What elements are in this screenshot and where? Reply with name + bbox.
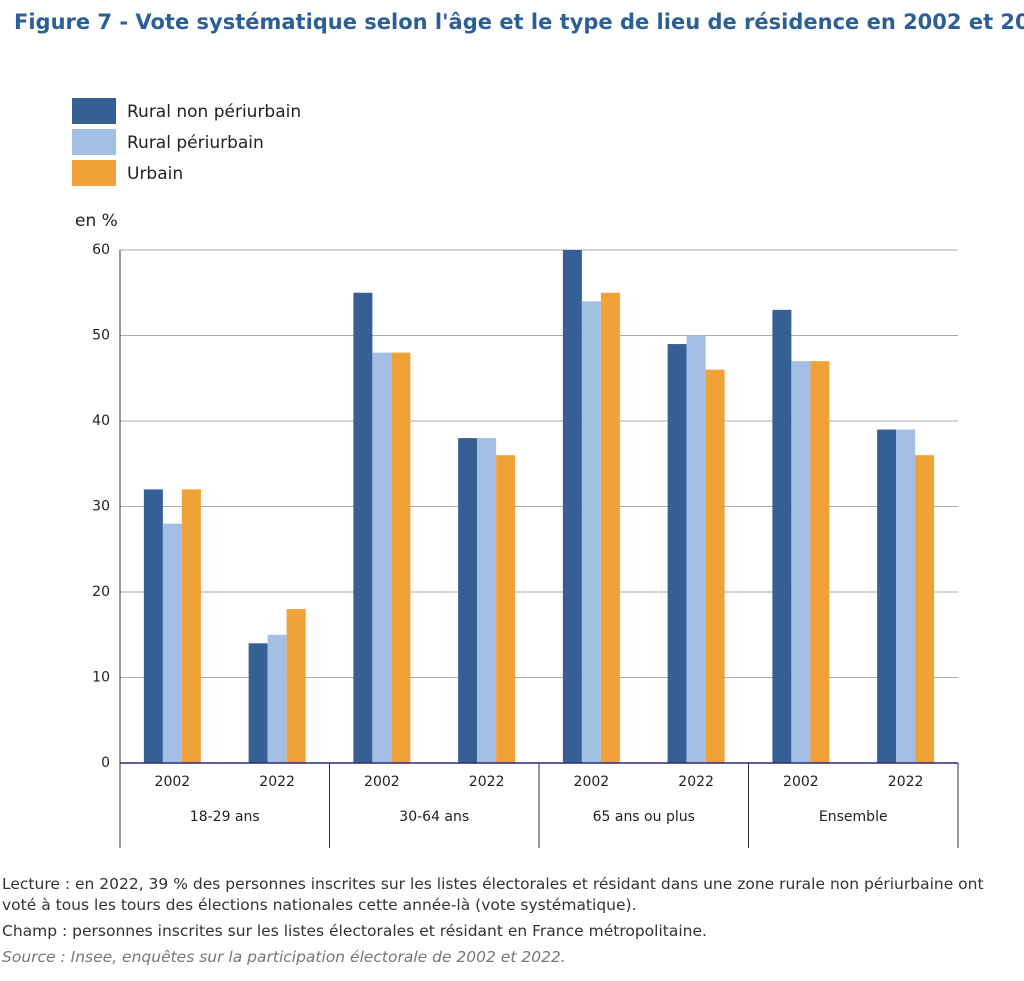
bar (791, 361, 811, 763)
legend-label: Rural non périurbain (127, 102, 301, 122)
x-tick-label: 2002 (574, 774, 610, 790)
source: Source : Insee, enquêtes sur la particip… (2, 948, 566, 966)
y-tick-label: 40 (92, 413, 110, 429)
bar (581, 301, 601, 763)
bar (496, 455, 516, 763)
notes: Lecture : en 2022, 39 % des personnes in… (2, 874, 1002, 973)
chart-title: Figure 7 - Vote systématique selon l'âge… (14, 10, 1024, 34)
bar (162, 523, 182, 763)
x-tick-label: 2022 (678, 774, 714, 790)
bar (181, 489, 201, 763)
legend-label: Urbain (127, 164, 183, 184)
bar (600, 292, 620, 763)
x-tick-label: 2022 (259, 774, 295, 790)
y-tick-label: 50 (92, 328, 110, 344)
bar (705, 369, 725, 763)
group-label: 30-64 ans (399, 809, 469, 825)
bar (353, 292, 373, 763)
group-label: 18-29 ans (190, 809, 260, 825)
group-label: Ensemble (819, 809, 888, 825)
bar (686, 335, 706, 763)
y-tick-label: 30 (92, 499, 110, 515)
bar (477, 438, 497, 763)
note: Champ : personnes inscrites sur les list… (2, 922, 707, 940)
bar (286, 609, 306, 763)
chart: Figure 7 - Vote systématique selon l'âge… (14, 10, 1024, 848)
x-tick-label: 2002 (783, 774, 819, 790)
y-axis-label: en % (75, 211, 118, 231)
bar (915, 455, 935, 763)
y-tick-label: 60 (92, 242, 110, 258)
bar (267, 634, 287, 763)
bar (562, 250, 582, 763)
bar (810, 361, 830, 763)
bar (391, 352, 411, 763)
x-tick-label: 2002 (155, 774, 191, 790)
x-tick-label: 2002 (364, 774, 400, 790)
y-tick-label: 0 (101, 755, 110, 771)
bar (896, 429, 916, 763)
group-label: 65 ans ou plus (593, 809, 695, 825)
bar (667, 344, 687, 763)
bar (877, 429, 897, 763)
y-tick-label: 20 (92, 584, 110, 600)
bar (372, 352, 392, 763)
x-tick-label: 2022 (888, 774, 924, 790)
legend-label: Rural périurbain (127, 133, 264, 153)
y-tick-label: 10 (92, 670, 110, 686)
bar (143, 489, 163, 763)
note: Lecture : en 2022, 39 % des personnes in… (2, 875, 984, 914)
bar (458, 438, 478, 763)
legend-swatch (72, 160, 116, 186)
legend-swatch (72, 98, 116, 124)
legend-swatch (72, 129, 116, 155)
x-tick-label: 2022 (469, 774, 505, 790)
bar (248, 643, 268, 763)
bar (772, 309, 792, 763)
